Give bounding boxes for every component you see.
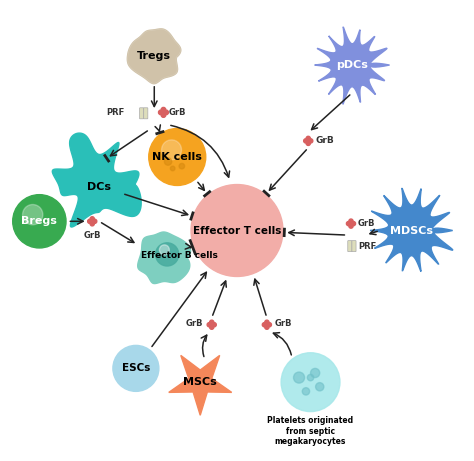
- FancyArrowPatch shape: [273, 333, 292, 355]
- Circle shape: [306, 136, 310, 141]
- Text: GrB: GrB: [186, 319, 203, 328]
- Text: NK cells: NK cells: [152, 152, 202, 162]
- Circle shape: [164, 110, 168, 115]
- Circle shape: [161, 107, 166, 112]
- Text: ESCs: ESCs: [122, 363, 150, 373]
- Circle shape: [91, 220, 93, 223]
- FancyArrowPatch shape: [171, 125, 229, 177]
- Circle shape: [155, 243, 179, 266]
- Circle shape: [162, 140, 182, 160]
- Circle shape: [307, 140, 310, 142]
- Text: GrB: GrB: [357, 219, 375, 228]
- Polygon shape: [128, 29, 181, 84]
- Text: GrB: GrB: [83, 231, 101, 241]
- Text: GrB: GrB: [169, 108, 186, 118]
- Circle shape: [23, 205, 43, 225]
- Circle shape: [179, 163, 184, 169]
- Circle shape: [207, 323, 211, 327]
- Circle shape: [265, 323, 268, 326]
- Circle shape: [149, 129, 206, 185]
- Text: PRF: PRF: [107, 108, 125, 118]
- Circle shape: [350, 222, 352, 225]
- Circle shape: [307, 374, 314, 381]
- Circle shape: [170, 166, 175, 171]
- FancyBboxPatch shape: [352, 241, 356, 252]
- Text: PRF: PRF: [358, 242, 376, 251]
- Circle shape: [265, 320, 269, 325]
- Text: pDCs: pDCs: [336, 60, 368, 70]
- FancyBboxPatch shape: [348, 241, 352, 252]
- Circle shape: [349, 219, 353, 223]
- Text: Effector B cells: Effector B cells: [141, 251, 218, 260]
- Circle shape: [210, 325, 214, 329]
- Polygon shape: [128, 29, 181, 84]
- Circle shape: [304, 139, 308, 143]
- Polygon shape: [52, 133, 141, 227]
- Circle shape: [90, 222, 94, 226]
- Circle shape: [212, 323, 216, 327]
- Text: MSCs: MSCs: [183, 377, 217, 387]
- Circle shape: [281, 353, 340, 412]
- Text: Effector T cells: Effector T cells: [193, 225, 281, 236]
- Circle shape: [293, 372, 305, 383]
- Circle shape: [13, 195, 66, 248]
- Circle shape: [113, 345, 159, 391]
- Circle shape: [316, 383, 324, 391]
- Text: Bregs: Bregs: [21, 216, 57, 226]
- Circle shape: [210, 323, 213, 326]
- Circle shape: [346, 221, 351, 226]
- Circle shape: [349, 224, 353, 228]
- Polygon shape: [138, 232, 191, 284]
- Circle shape: [262, 323, 266, 327]
- Circle shape: [191, 184, 283, 277]
- Text: Tregs: Tregs: [137, 51, 171, 61]
- Circle shape: [88, 219, 92, 224]
- Polygon shape: [370, 188, 453, 272]
- FancyBboxPatch shape: [144, 108, 148, 119]
- Circle shape: [159, 245, 169, 255]
- Circle shape: [161, 113, 166, 118]
- Polygon shape: [315, 27, 390, 104]
- Text: DCs: DCs: [87, 182, 111, 192]
- Polygon shape: [169, 355, 232, 415]
- Text: MDSCs: MDSCs: [390, 225, 433, 236]
- FancyArrowPatch shape: [201, 335, 207, 356]
- Text: GrB: GrB: [316, 136, 334, 145]
- Circle shape: [309, 139, 313, 143]
- Circle shape: [90, 217, 94, 221]
- FancyArrowPatch shape: [185, 243, 191, 249]
- Circle shape: [158, 110, 163, 115]
- Circle shape: [306, 141, 310, 146]
- Circle shape: [162, 111, 165, 114]
- Circle shape: [351, 221, 356, 226]
- Circle shape: [92, 219, 97, 224]
- Circle shape: [164, 158, 172, 165]
- Text: GrB: GrB: [274, 319, 292, 328]
- FancyBboxPatch shape: [139, 108, 144, 119]
- Circle shape: [310, 368, 320, 378]
- Circle shape: [302, 388, 310, 395]
- Circle shape: [210, 320, 214, 325]
- Circle shape: [267, 323, 272, 327]
- Text: Platelets originated
from septic
megakaryocytes: Platelets originated from septic megakar…: [267, 416, 354, 446]
- Circle shape: [265, 325, 269, 329]
